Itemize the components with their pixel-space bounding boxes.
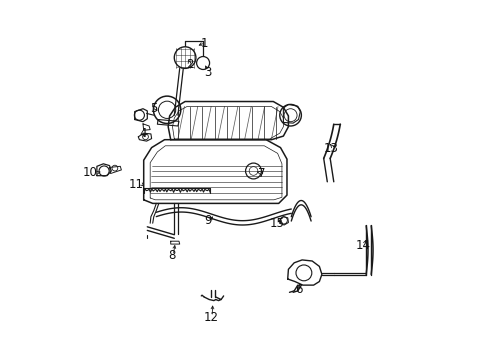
Text: 10: 10 (83, 166, 98, 179)
Text: 3: 3 (203, 66, 211, 78)
Text: 2: 2 (185, 58, 193, 71)
Text: 15: 15 (269, 217, 284, 230)
Text: 1: 1 (201, 37, 208, 50)
Text: 9: 9 (203, 214, 211, 227)
Text: 14: 14 (355, 239, 370, 252)
Text: 7: 7 (258, 167, 265, 180)
Text: 11: 11 (129, 178, 143, 191)
Text: 6: 6 (294, 283, 302, 296)
Text: 12: 12 (203, 311, 219, 324)
Text: 4: 4 (139, 127, 146, 140)
Text: 13: 13 (323, 142, 338, 155)
Text: 5: 5 (150, 102, 157, 114)
Text: 8: 8 (168, 249, 175, 262)
